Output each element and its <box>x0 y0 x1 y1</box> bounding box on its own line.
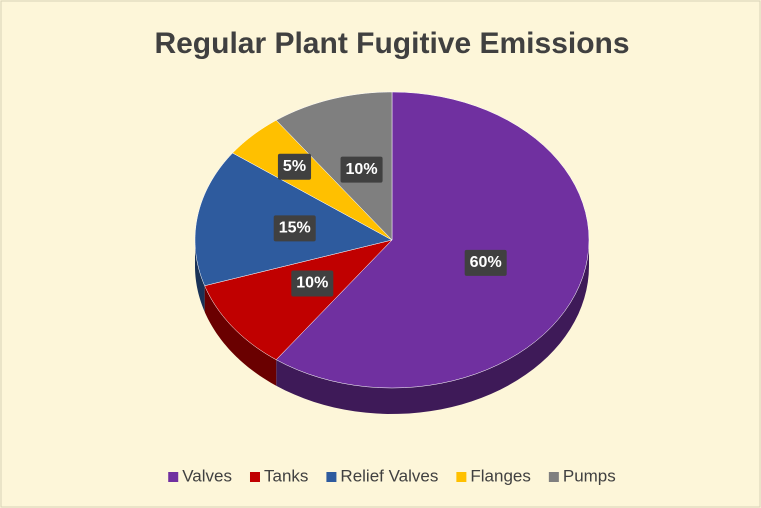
data-label-box <box>273 215 316 242</box>
slice-side <box>276 240 589 414</box>
legend-label: Pumps <box>563 466 616 485</box>
pie-slice <box>275 91 393 241</box>
legend-swatch <box>249 472 260 482</box>
legend-swatch <box>168 472 179 482</box>
pie-slice <box>204 239 393 361</box>
data-label-box <box>464 249 507 276</box>
data-label: 10% <box>346 161 378 178</box>
legend-swatch <box>548 472 559 482</box>
slice-side <box>204 285 277 386</box>
legend-label: Tanks <box>264 466 308 485</box>
legend: Valves Tanks Relief Valves Flanges Pumps <box>168 466 616 485</box>
data-label-box <box>340 156 383 183</box>
legend-swatch <box>456 472 467 482</box>
data-label: 60% <box>470 254 502 271</box>
data-label: 10% <box>296 275 328 292</box>
legend-label: Valves <box>182 466 232 485</box>
slice-side <box>195 240 205 312</box>
legend-label: Flanges <box>470 466 530 485</box>
data-label-box <box>291 270 334 297</box>
legend-label: Relief Valves <box>340 466 438 485</box>
pie-slice <box>232 119 393 241</box>
legend-swatch <box>326 472 337 482</box>
data-label: 5% <box>283 158 306 175</box>
pie-slice <box>275 91 590 389</box>
data-label-box <box>277 153 312 180</box>
data-label: 15% <box>279 220 311 237</box>
chart-title: Regular Plant Fugitive Emissions <box>154 27 629 60</box>
